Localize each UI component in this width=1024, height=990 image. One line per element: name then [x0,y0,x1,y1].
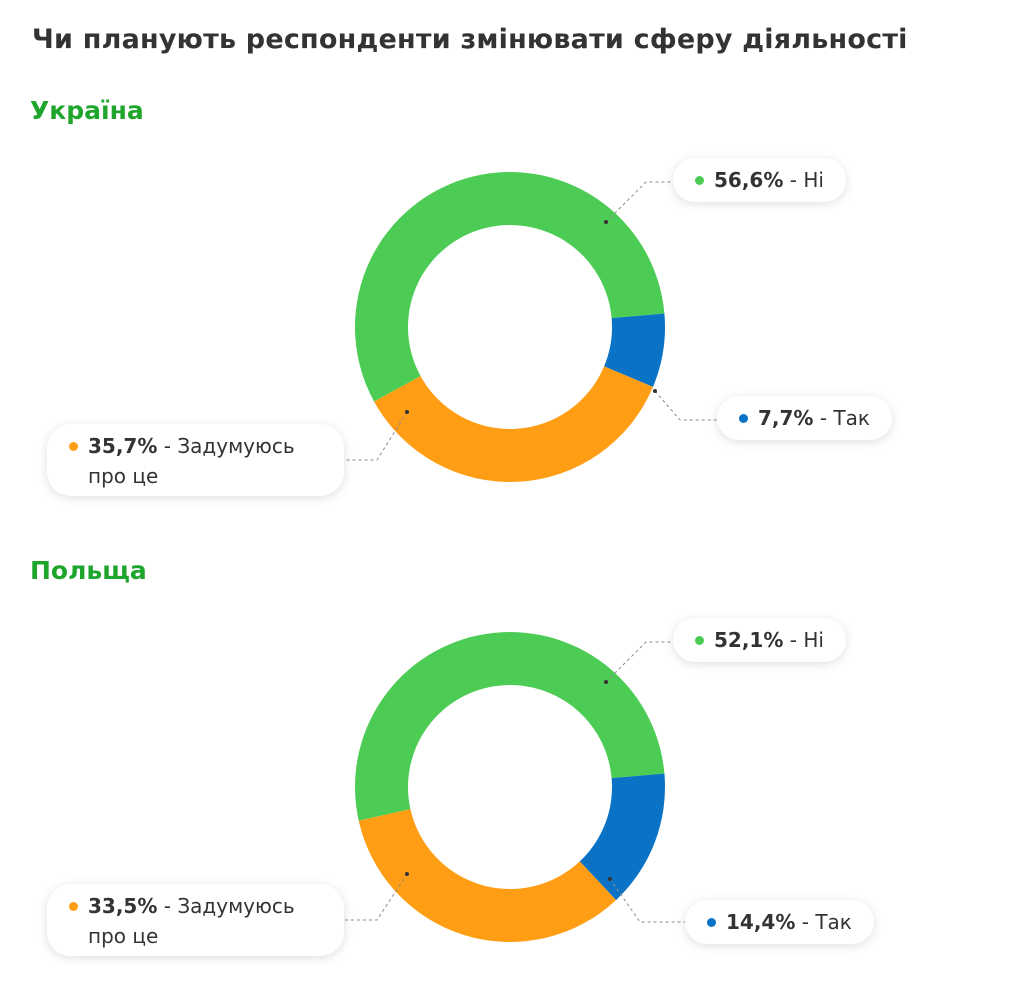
legend-dot-no [695,636,704,645]
callout-ukraine-thinking: 35,7% - Задумуюсь про це [47,424,344,496]
label-ukraine-yes: Так [833,406,870,430]
label-poland-no: Ні [803,628,824,652]
label-poland-yes: Так [815,910,852,934]
leader-anchor-yes [653,389,657,393]
legend-dot-thinking [69,902,78,911]
legend-dot-thinking [69,442,78,451]
callout-ukraine-no: 56,6% - Ні [673,158,846,202]
value-poland-thinking: 33,5% [88,894,158,918]
donut-chart-ukraine [345,171,717,483]
value-ukraine-thinking: 35,7% [88,434,158,458]
leader-anchor-no [604,220,608,224]
leader-line-no [605,181,673,223]
value-ukraine-yes: 7,7% [758,406,814,430]
callout-ukraine-yes: 7,7% - Так [717,396,892,440]
leader-line-thinking [345,411,408,461]
section-title-ukraine: Україна [30,96,144,125]
leader-anchor-yes [608,877,612,881]
value-poland-no: 52,1% [714,628,784,652]
leader-line-yes [654,390,717,421]
section-title-poland: Польща [30,556,147,585]
donut-slice-no [355,171,665,402]
legend-dot-no [695,176,704,185]
value-poland-yes: 14,4% [726,910,796,934]
donut-slice-thinking [358,809,617,942]
legend-dot-yes [739,414,748,423]
label-ukraine-no: Ні [803,168,824,192]
leader-line-thinking [345,873,408,921]
callout-poland-thinking: 33,5% - Задумуюсь про це [47,884,344,956]
callout-poland-no: 52,1% - Ні [673,618,846,662]
donut-slice-yes [604,313,665,387]
donut-chart-poland [345,632,685,942]
leader-line-no [605,641,673,683]
label-poland-thinking: Задумуюсь про це [88,894,295,948]
leader-anchor-no [604,680,608,684]
page-title: Чи планують респонденти змінювати сферу … [32,24,908,55]
leader-anchor-thinking [405,410,409,414]
callout-poland-yes: 14,4% - Так [685,900,874,944]
leader-anchor-thinking [405,872,409,876]
legend-dot-yes [707,918,716,927]
label-ukraine-thinking: Задумуюсь про це [88,434,295,488]
donut-slice-thinking [374,366,653,483]
donut-slice-no [355,632,665,821]
value-ukraine-no: 56,6% [714,168,784,192]
donut-slice-yes [579,773,665,901]
